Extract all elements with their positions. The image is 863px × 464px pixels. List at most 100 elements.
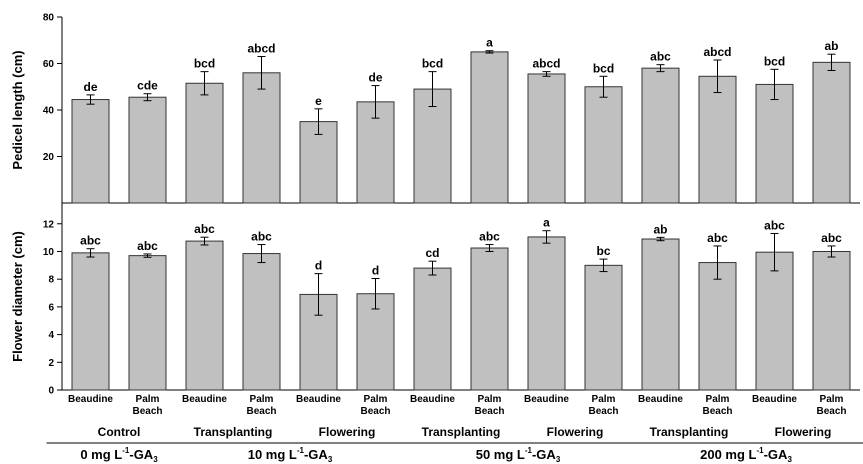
cultivar-label-line2: Beach	[702, 406, 732, 417]
cultivar-label: Beaudine	[68, 394, 113, 405]
cultivar-label-line2: Beach	[474, 406, 504, 417]
diameter-significance-label: a	[543, 216, 550, 230]
pedicel-y-tick-label: 60	[43, 59, 55, 70]
diameter-significance-label: d	[315, 259, 322, 273]
diameter-y-tick-label: 10	[43, 247, 55, 258]
diameter-y-tick-label: 6	[48, 302, 54, 313]
cultivar-label: Palm	[478, 394, 502, 405]
cultivar-label: Beaudine	[410, 394, 455, 405]
diameter-bar	[755, 251, 794, 391]
stage-label: Flowering	[547, 425, 604, 439]
diameter-significance-label: abc	[194, 222, 215, 236]
pedicel-significance-label: bcd	[593, 61, 614, 75]
diameter-bar	[698, 262, 737, 391]
diameter-y-axis-label: Flower diameter (cm)	[10, 231, 25, 362]
diameter-bar	[470, 247, 509, 391]
cultivar-label-line2: Beach	[132, 406, 162, 417]
pedicel-y-axis-label: Pedicel length (cm)	[10, 50, 25, 169]
cultivar-label: Beaudine	[296, 394, 341, 405]
stage-label: Flowering	[319, 425, 376, 439]
pedicel-significance-label: a	[486, 36, 493, 50]
pedicel-significance-label: cde	[137, 79, 158, 93]
diameter-y-tick-label: 4	[48, 330, 54, 341]
cultivar-label-line2: Beach	[246, 406, 276, 417]
diameter-significance-label: abc	[251, 230, 272, 244]
cultivar-label-line2: Beach	[360, 406, 390, 417]
diameter-bar	[413, 267, 452, 391]
cultivar-label: Beaudine	[182, 394, 227, 405]
stage-label: Control	[98, 425, 141, 439]
pedicel-y-tick-label: 20	[43, 152, 55, 163]
diameter-y-tick-label: 2	[48, 358, 54, 369]
diameter-significance-label: abc	[821, 231, 842, 245]
stage-label: Flowering	[775, 425, 832, 439]
diameter-y-tick-label: 0	[48, 386, 54, 397]
diameter-bar	[584, 264, 623, 391]
concentration-label: 10 mg L-1-GA3	[248, 446, 333, 464]
cultivar-label: Palm	[820, 394, 844, 405]
diameter-significance-label: abc	[137, 239, 158, 253]
stage-label: Transplanting	[422, 425, 501, 439]
stage-label: Transplanting	[650, 425, 729, 439]
concentration-label: 50 mg L-1-GA3	[476, 446, 561, 464]
diameter-significance-label: abc	[764, 218, 785, 232]
diameter-significance-label: cd	[425, 246, 439, 260]
cultivar-label: Palm	[136, 394, 160, 405]
cultivar-label: Palm	[706, 394, 730, 405]
pedicel-significance-label: de	[83, 80, 97, 94]
pedicel-bar	[242, 72, 281, 204]
concentration-label: 0 mg L-1-GA3	[80, 446, 158, 464]
diameter-bar	[812, 250, 851, 391]
pedicel-bar	[71, 99, 110, 204]
diameter-bar	[641, 238, 680, 391]
diameter-bar	[71, 252, 110, 391]
diameter-bar	[527, 236, 566, 391]
diameter-significance-label: bc	[596, 244, 610, 258]
pedicel-significance-label: ab	[824, 39, 838, 53]
pedicel-bar	[641, 67, 680, 204]
cultivar-label: Beaudine	[752, 394, 797, 405]
pedicel-significance-label: abc	[650, 50, 671, 64]
cultivar-label: Palm	[250, 394, 274, 405]
pedicel-significance-label: abcd	[532, 57, 560, 71]
pedicel-bar	[812, 61, 851, 204]
cultivar-label: Palm	[592, 394, 616, 405]
diameter-significance-label: abc	[707, 231, 728, 245]
diameter-significance-label: ab	[653, 222, 667, 236]
pedicel-significance-label: bcd	[422, 57, 443, 71]
pedicel-bar	[185, 82, 224, 204]
diameter-significance-label: d	[372, 263, 379, 277]
diameter-bar	[185, 240, 224, 391]
pedicel-bar	[698, 75, 737, 204]
diameter-bar	[242, 253, 281, 391]
pedicel-significance-label: abcd	[247, 42, 275, 56]
cultivar-label-line2: Beach	[816, 406, 846, 417]
pedicel-y-tick-label: 40	[43, 106, 55, 117]
cultivar-label: Palm	[364, 394, 388, 405]
pedicel-significance-label: bcd	[194, 57, 215, 71]
pedicel-significance-label: abcd	[703, 45, 731, 59]
pedicel-significance-label: e	[315, 94, 322, 108]
concentration-label: 200 mg L-1-GA3	[700, 446, 792, 464]
pedicel-bar	[356, 101, 395, 204]
diameter-y-tick-label: 8	[48, 275, 54, 286]
pedicel-bar	[470, 51, 509, 204]
pedicel-significance-label: de	[368, 71, 382, 85]
diameter-significance-label: abc	[479, 230, 500, 244]
diameter-bar	[356, 293, 395, 391]
pedicel-bar	[128, 96, 167, 204]
pedicel-bar	[527, 73, 566, 204]
cultivar-label: Beaudine	[638, 394, 683, 405]
cultivar-label: Beaudine	[524, 394, 569, 405]
diameter-significance-label: abc	[80, 234, 101, 248]
pedicel-significance-label: bcd	[764, 54, 785, 68]
diameter-y-tick-label: 12	[43, 219, 55, 230]
pedicel-y-tick-label: 80	[43, 13, 55, 24]
pedicel-bar	[584, 86, 623, 204]
diameter-bar	[128, 255, 167, 391]
cultivar-label-line2: Beach	[588, 406, 618, 417]
